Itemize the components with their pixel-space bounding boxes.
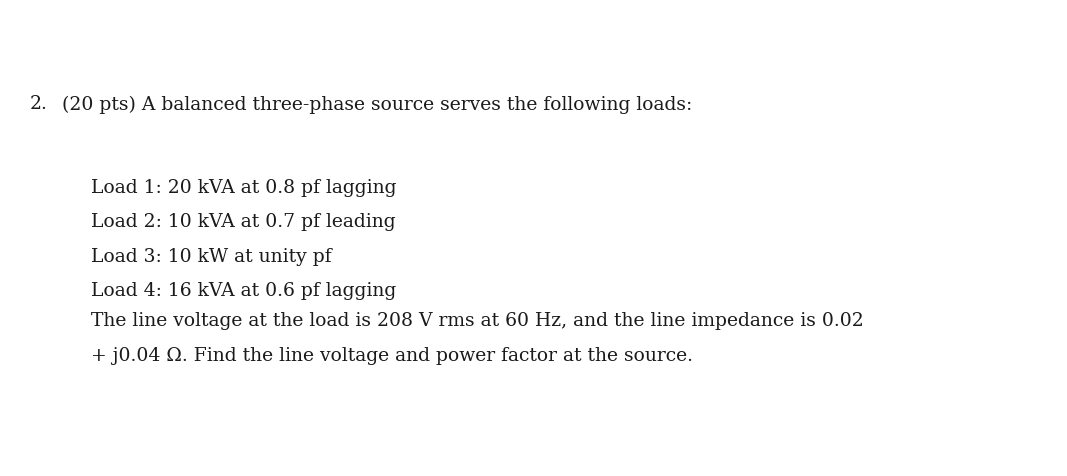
Text: Load 4: 16 kVA at 0.6 pf lagging: Load 4: 16 kVA at 0.6 pf lagging [91, 281, 396, 299]
Text: + j0.04 Ω. Find the line voltage and power factor at the source.: + j0.04 Ω. Find the line voltage and pow… [91, 347, 692, 365]
Text: Load 2: 10 kVA at 0.7 pf leading: Load 2: 10 kVA at 0.7 pf leading [91, 213, 395, 231]
Text: Load 3: 10 kW at unity pf: Load 3: 10 kW at unity pf [91, 247, 332, 265]
Text: Load 1: 20 kVA at 0.8 pf lagging: Load 1: 20 kVA at 0.8 pf lagging [91, 178, 396, 197]
Text: The line voltage at the load is 208 V rms at 60 Hz, and the line impedance is 0.: The line voltage at the load is 208 V rm… [91, 312, 863, 330]
Text: 2.: 2. [30, 95, 48, 113]
Text: (20 pts) A balanced three-phase source serves the following loads:: (20 pts) A balanced three-phase source s… [62, 95, 692, 113]
